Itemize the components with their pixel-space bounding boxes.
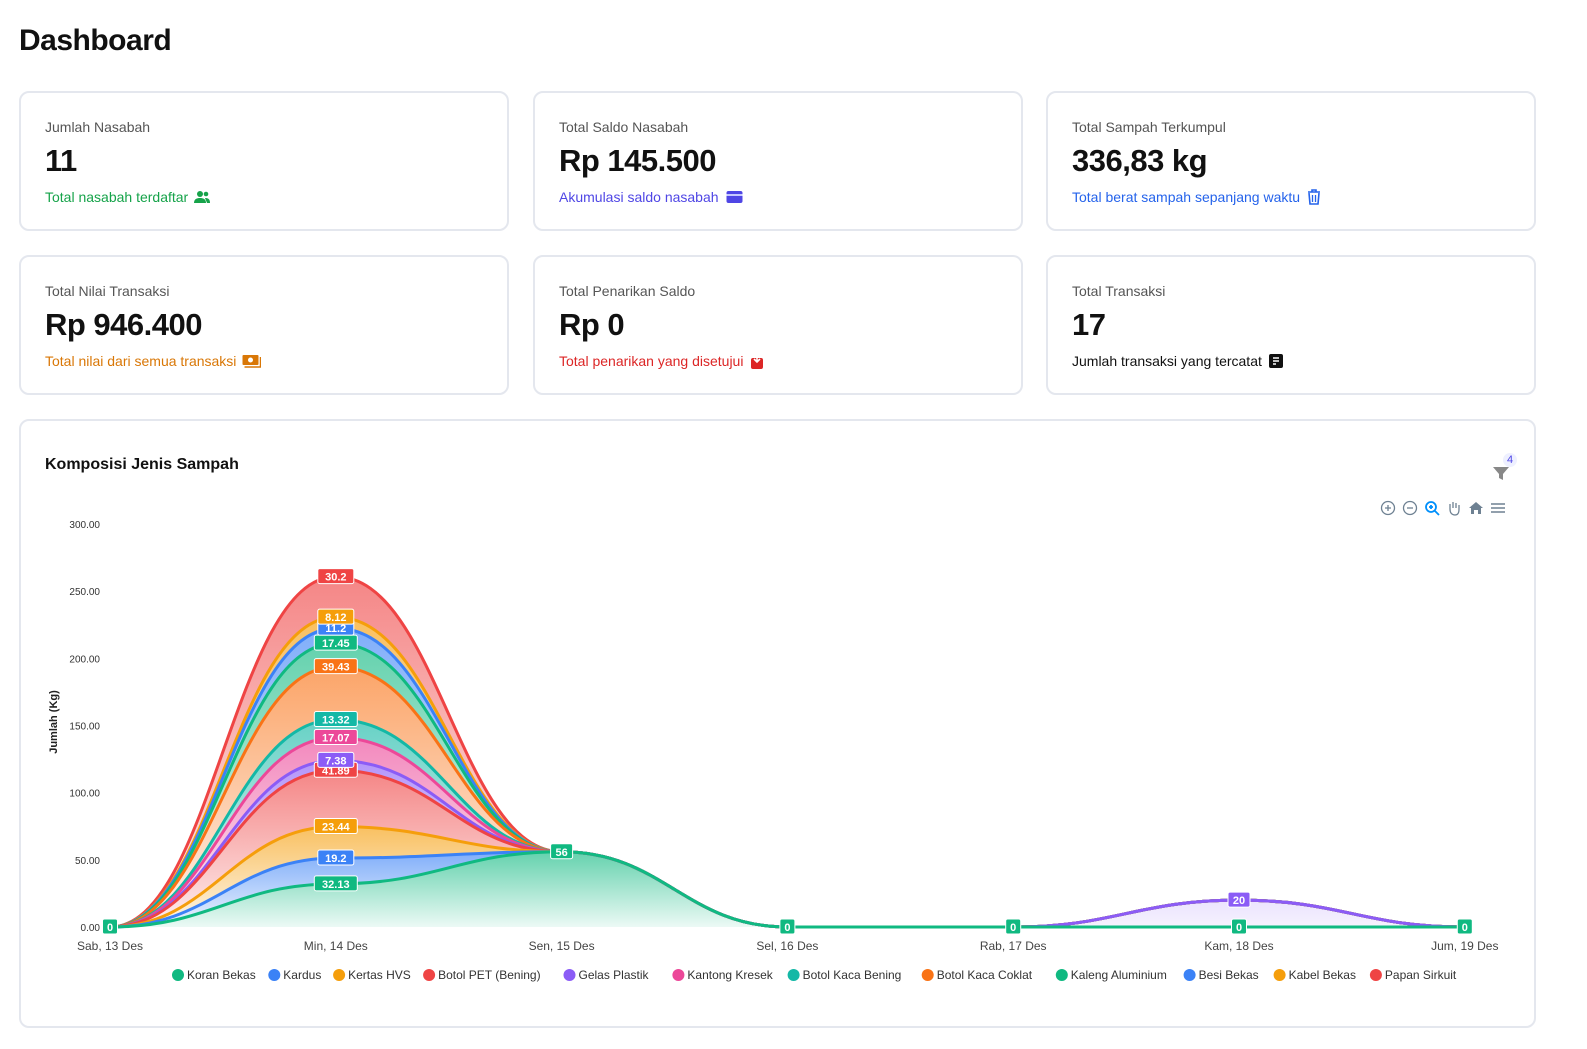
withdraw-icon <box>749 353 765 369</box>
users-icon <box>194 189 211 205</box>
stat-value: Rp 145.500 <box>559 143 717 178</box>
page-title: Dashboard <box>19 24 172 57</box>
stat-label: Total Saldo Nasabah <box>559 119 689 135</box>
zoom-in-icon[interactable] <box>1379 499 1397 517</box>
chart-title: Komposisi Jenis Sampah <box>45 456 239 473</box>
stat-value: 11 <box>45 143 77 178</box>
stat-label: Total Sampah Terkumpul <box>1072 119 1226 135</box>
zoom-out-icon[interactable] <box>1401 499 1419 517</box>
stat-caption: Total nilai dari semua transaksi <box>45 353 237 369</box>
stat-label: Total Nilai Transaksi <box>45 283 170 299</box>
filter-count-badge: 4 <box>1503 453 1518 467</box>
menu-icon[interactable] <box>1489 499 1507 517</box>
wallet-icon <box>725 189 744 205</box>
stat-card: Jumlah Nasabah 11 Total nasabah terdafta… <box>19 91 509 231</box>
receipt-icon <box>1268 353 1284 369</box>
stat-value: Rp 0 <box>559 307 625 342</box>
trash-icon <box>1306 189 1322 205</box>
chart-toolbar <box>1379 499 1507 517</box>
home-icon[interactable] <box>1467 499 1485 517</box>
zoom-select-icon[interactable] <box>1423 499 1441 517</box>
waste-composition-chart-card: Komposisi Jenis Sampah 4 <box>19 419 1536 1028</box>
stat-value: Rp 946.400 <box>45 307 203 342</box>
stat-caption: Jumlah transaksi yang tercatat <box>1072 353 1262 369</box>
pan-icon[interactable] <box>1445 499 1463 517</box>
filter-icon[interactable] <box>1487 459 1517 483</box>
stat-label: Total Transaksi <box>1072 283 1166 299</box>
stat-card: Total Penarikan Saldo Rp 0 Total penarik… <box>533 255 1023 395</box>
stat-card: Total Sampah Terkumpul 336,83 kg Total b… <box>1046 91 1536 231</box>
stat-card: Total Transaksi 17 Jumlah transaksi yang… <box>1046 255 1536 395</box>
stat-value: 17 <box>1072 307 1106 342</box>
money-icon <box>242 353 262 369</box>
stat-label: Total Penarikan Saldo <box>559 283 696 299</box>
stat-card: Total Saldo Nasabah Rp 145.500 Akumulasi… <box>533 91 1023 231</box>
stat-value: 336,83 kg <box>1072 143 1208 178</box>
stat-caption: Total penarikan yang disetujui <box>559 353 744 369</box>
stat-caption: Akumulasi saldo nasabah <box>559 189 719 205</box>
stat-caption: Total nasabah terdaftar <box>45 189 189 205</box>
stat-label: Jumlah Nasabah <box>45 119 151 135</box>
stat-caption: Total berat sampah sepanjang waktu <box>1072 189 1301 205</box>
stat-card: Total Nilai Transaksi Rp 946.400 Total n… <box>19 255 509 395</box>
